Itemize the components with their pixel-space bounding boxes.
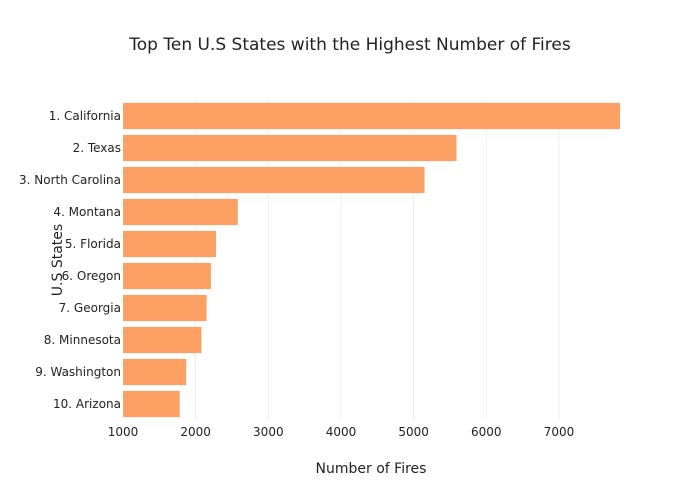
bar[interactable] [123,358,187,386]
x-axis-title: Number of Fires [316,461,427,477]
y-axis-tick-labels: 1. California 2. Texas 3. North Carolina 4.… [19,109,121,411]
bar[interactable] [123,198,238,226]
bar[interactable] [123,134,457,162]
bar[interactable] [123,390,180,418]
x-tick-label: 5000 [398,425,429,439]
x-tick-label: 4000 [326,425,357,439]
x-tick-label: 2000 [180,425,211,439]
y-tick-label: 6. Oregon [62,269,121,283]
x-tick-label: 3000 [253,425,284,439]
y-tick-label: 4. Montana [53,205,121,219]
x-axis-tick-labels: 1000 2000 3000 4000 5000 6000 7000 [108,425,575,439]
bar[interactable] [123,230,217,258]
y-tick-label: 8. Minnesota [44,333,121,347]
y-tick-label: 9. Washington [35,365,121,379]
y-tick-label: 1. California [49,109,121,123]
bar[interactable] [123,294,207,322]
y-axis-title: U.S States [50,224,66,296]
y-tick-label: 10. Arizona [53,397,121,411]
y-tick-label: 7. Georgia [59,301,121,315]
y-tick-label: 5. Florida [65,237,121,251]
bar[interactable] [123,166,425,194]
bar[interactable] [123,102,620,130]
bar[interactable] [123,262,211,290]
x-tick-label: 6000 [471,425,502,439]
x-tick-label: 1000 [108,425,139,439]
y-tick-label: 2. Texas [73,141,121,155]
bar[interactable] [123,326,202,354]
y-tick-label: 3. North Carolina [19,173,121,187]
chart-title: Top Ten U.S States with the Highest Numb… [128,35,571,55]
x-tick-label: 7000 [544,425,575,439]
bars [123,102,620,418]
